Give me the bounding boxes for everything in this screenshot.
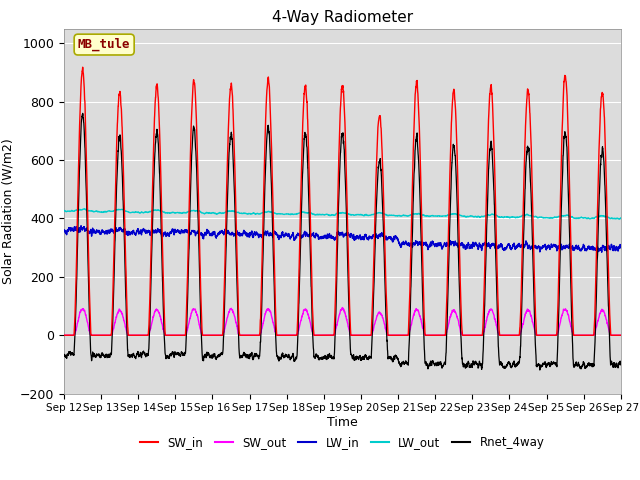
Legend: SW_in, SW_out, LW_in, LW_out, Rnet_4way: SW_in, SW_out, LW_in, LW_out, Rnet_4way xyxy=(136,431,549,454)
X-axis label: Time: Time xyxy=(327,416,358,429)
Title: 4-Way Radiometer: 4-Way Radiometer xyxy=(272,10,413,25)
Y-axis label: Solar Radiation (W/m2): Solar Radiation (W/m2) xyxy=(1,138,14,284)
Text: MB_tule: MB_tule xyxy=(78,38,131,51)
